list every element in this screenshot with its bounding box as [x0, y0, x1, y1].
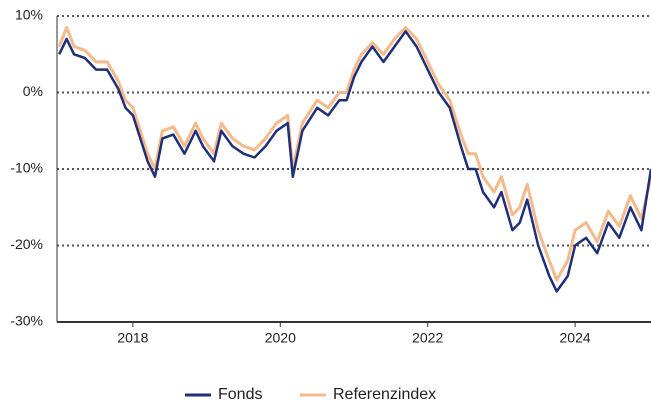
legend-label: Referenzindex	[333, 386, 436, 403]
y-tick-label: -10%	[10, 160, 43, 176]
x-tick-label: 2022	[412, 330, 443, 346]
y-tick-label: -20%	[10, 236, 43, 252]
y-tick-label: 0%	[23, 83, 43, 99]
legend-label: Fonds	[218, 386, 262, 403]
x-tick-label: 2020	[265, 330, 296, 346]
x-tick-label: 2018	[117, 330, 148, 346]
series-line	[57, 26, 651, 282]
y-tick-label: -30%	[10, 313, 43, 329]
y-tick-label: 10%	[15, 7, 43, 23]
series-line	[58, 30, 651, 293]
x-tick-label: 2024	[560, 330, 591, 346]
